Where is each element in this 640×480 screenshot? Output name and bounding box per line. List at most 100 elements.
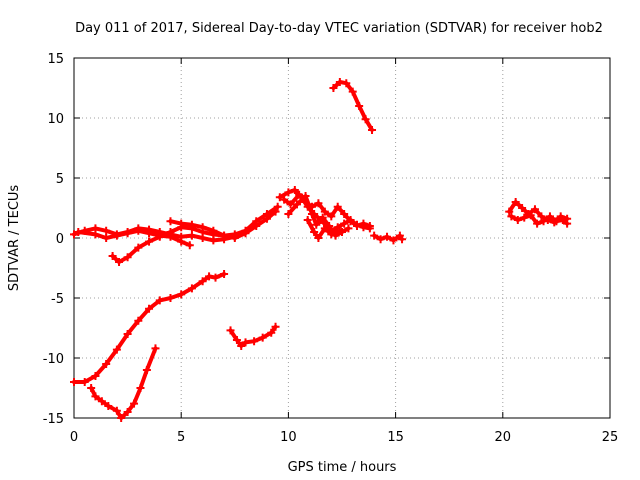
x-tick-label: 0: [70, 430, 78, 445]
y-tick-label: 0: [56, 232, 64, 247]
series-arc-6: [87, 344, 160, 422]
data-point: [301, 192, 310, 200]
data-point: [134, 316, 143, 325]
data-point: [252, 222, 261, 230]
series-arc-13: [370, 231, 407, 245]
data-point: [230, 234, 239, 242]
x-tick-label: 25: [602, 430, 619, 445]
data-point: [267, 328, 276, 337]
data-point: [166, 294, 175, 302]
data-point: [520, 213, 529, 222]
x-tick-label: 5: [177, 430, 185, 445]
data-point: [361, 115, 370, 124]
data-point: [295, 190, 304, 199]
data-point: [280, 195, 289, 204]
data-point: [112, 406, 121, 415]
data-point: [303, 216, 312, 224]
data-point: [365, 222, 374, 230]
y-tick-label: -15: [43, 412, 64, 427]
data-point: [320, 207, 329, 216]
chart-title: Day 011 of 2017, Sidereal Day-to-day VTE…: [75, 21, 603, 36]
data-point: [563, 219, 572, 228]
series-arc-12: [329, 78, 377, 134]
data-point: [166, 217, 175, 226]
data-point: [258, 333, 267, 342]
data-point: [327, 230, 336, 239]
data-point: [205, 272, 214, 281]
data-point: [271, 207, 280, 216]
data-point: [177, 219, 186, 228]
data-point: [241, 338, 250, 347]
data-point: [511, 198, 520, 206]
series-arc-4: [166, 207, 280, 242]
data-point: [353, 222, 362, 230]
data-point: [115, 258, 124, 266]
data-point: [237, 342, 246, 350]
series-line: [72, 226, 237, 243]
axis-ticks: 0 5 10 15 20 25 -15 -10 -5 0 5 10 15: [43, 52, 619, 445]
data-point: [552, 217, 561, 226]
data-point: [333, 202, 342, 211]
data-point: [290, 186, 299, 194]
x-axis-label: GPS time / hours: [288, 460, 397, 475]
data-point: [329, 84, 338, 92]
x-tick-label: 20: [495, 430, 512, 445]
data-point: [271, 322, 280, 331]
data-point: [187, 284, 196, 293]
data-point: [220, 231, 229, 240]
y-tick-label: 5: [56, 172, 64, 187]
data-point: [359, 219, 368, 228]
data-point: [91, 372, 100, 380]
series-arc-7: [226, 322, 280, 350]
data-point: [344, 224, 353, 233]
data-point: [340, 219, 349, 228]
data-point: [70, 378, 78, 386]
data-point: [142, 366, 151, 374]
data-point: [104, 402, 113, 410]
x-tick-label: 15: [387, 430, 404, 445]
data-point: [275, 193, 284, 202]
data-series: [70, 78, 572, 422]
data-point: [505, 207, 514, 216]
data-point: [70, 230, 78, 239]
data-point: [318, 213, 327, 222]
data-point: [80, 378, 89, 386]
data-point: [310, 228, 319, 236]
data-point: [558, 216, 567, 224]
data-point: [312, 220, 321, 229]
data-point: [102, 226, 111, 235]
data-point: [545, 212, 554, 221]
y-axis-label: SDTVAR / TECUs: [7, 185, 22, 292]
data-point: [134, 243, 143, 252]
series-line: [168, 209, 278, 240]
data-point: [123, 253, 132, 262]
data-point: [97, 397, 106, 406]
data-point: [198, 223, 207, 232]
data-point: [507, 212, 516, 221]
data-point: [91, 230, 100, 239]
data-point: [211, 273, 220, 282]
data-point: [220, 270, 229, 278]
data-point: [136, 384, 145, 392]
data-point: [539, 217, 548, 226]
data-point: [325, 222, 334, 230]
data-point: [198, 277, 207, 286]
data-point: [346, 217, 355, 226]
data-point: [226, 326, 235, 335]
series-line: [286, 194, 351, 238]
data-point: [187, 231, 196, 240]
data-point: [292, 200, 301, 209]
data-point: [383, 232, 392, 241]
data-point: [526, 211, 535, 220]
data-point: [389, 236, 398, 245]
data-point: [177, 237, 186, 246]
data-point: [284, 188, 293, 197]
data-point: [74, 228, 83, 236]
data-point: [513, 216, 522, 224]
y-tick-label: -5: [51, 292, 64, 307]
data-point: [102, 234, 111, 242]
data-point: [155, 232, 164, 241]
data-point: [155, 296, 164, 305]
data-point: [187, 220, 196, 229]
data-point: [102, 360, 111, 368]
